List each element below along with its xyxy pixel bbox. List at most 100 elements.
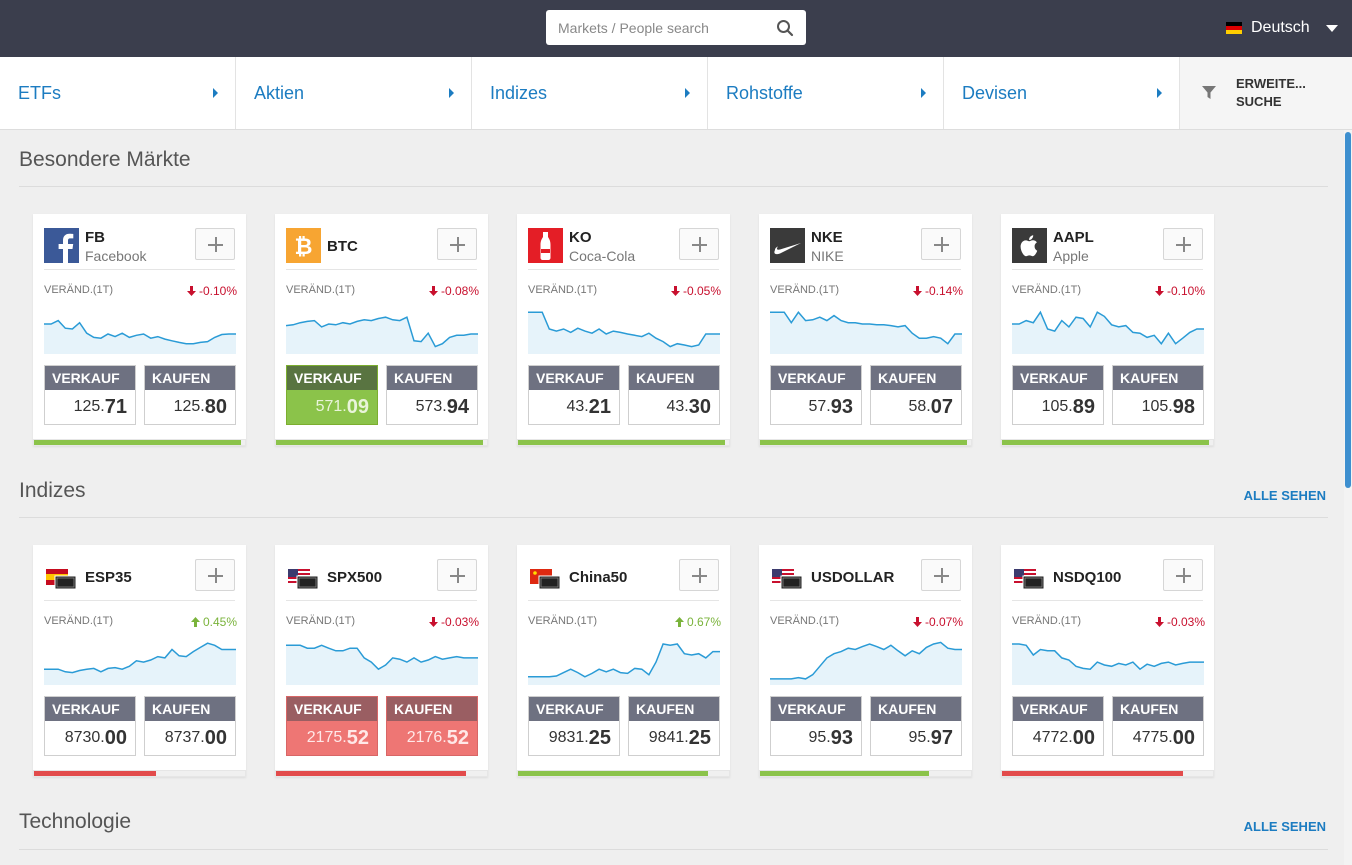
buy-button[interactable]: KAUFEN 8737. 00 (144, 696, 236, 756)
scrollbar[interactable] (1344, 130, 1352, 865)
sell-price-int: 105. (1041, 398, 1073, 415)
sparkline-chart (770, 641, 962, 685)
search-input[interactable]: Markets / People search (558, 19, 709, 36)
sparkline-line (770, 641, 962, 680)
market-card[interactable]: NKE NIKE VERÄND.(1T) -0.14% VERKAUF 57. 9… (759, 214, 972, 446)
buy-label: KAUFEN (387, 697, 477, 721)
buy-button[interactable]: KAUFEN 2176. 52 (386, 696, 478, 756)
instrument-symbol[interactable]: AAPL (1053, 229, 1094, 246)
sentiment-fill (34, 771, 157, 776)
change-percent: 0.67% (686, 615, 721, 629)
sparkline-line (528, 311, 720, 348)
add-to-watchlist-button[interactable] (1163, 228, 1203, 260)
sell-button[interactable]: VERKAUF 125. 71 (44, 365, 136, 425)
add-to-watchlist-button[interactable] (679, 559, 719, 591)
search-box[interactable]: Markets / People search (546, 10, 806, 45)
buy-price-int: 2176. (406, 729, 447, 746)
sell-button[interactable]: VERKAUF 57. 93 (770, 365, 862, 425)
nav-item-devisen[interactable]: Devisen (944, 57, 1180, 129)
market-card[interactable]: USDOLLAR VERÄND.(1T) -0.07% VERKAUF 95. 9… (759, 545, 972, 777)
nav-item-indizes[interactable]: Indizes (472, 57, 708, 129)
sell-price: 105. 89 (1013, 390, 1103, 424)
nav-item-rohstoffe[interactable]: Rohstoffe (708, 57, 944, 129)
add-to-watchlist-button[interactable] (1163, 559, 1203, 591)
instrument-symbol[interactable]: SPX500 (327, 569, 383, 586)
instrument-symbol[interactable]: KO (569, 229, 592, 246)
see-all-indices-link[interactable]: ALLE SEHEN (1243, 488, 1326, 503)
sparkline-area (1012, 644, 1204, 685)
sell-label: VERKAUF (45, 366, 135, 390)
add-to-watchlist-button[interactable] (195, 228, 235, 260)
arrow-down-icon (912, 286, 922, 296)
buy-button[interactable]: KAUFEN 573. 94 (386, 365, 478, 425)
sell-button[interactable]: VERKAUF 105. 89 (1012, 365, 1104, 425)
instrument-symbol[interactable]: NKE (811, 229, 843, 246)
add-to-watchlist-button[interactable] (195, 559, 235, 591)
nav-item-aktien[interactable]: Aktien (236, 57, 472, 129)
instrument-symbol[interactable]: China50 (569, 569, 628, 586)
market-card[interactable]: FB Facebook VERÄND.(1T) -0.10% VERKAUF 1… (33, 214, 246, 446)
buy-price: 4775. 00 (1113, 721, 1203, 755)
nav-item-label: Indizes (490, 82, 548, 103)
change-value: -0.14% (912, 284, 963, 298)
market-card[interactable]: ₿ BTC VERÄND.(1T) -0.08% VERKAUF 571. 09 … (275, 214, 488, 446)
sentiment-bar (275, 770, 488, 777)
sentiment-bar (33, 439, 246, 446)
language-selector[interactable]: Deutsch (1226, 17, 1338, 39)
buy-button[interactable]: KAUFEN 4775. 00 (1112, 696, 1204, 756)
search-icon[interactable] (776, 19, 794, 37)
sell-button[interactable]: VERKAUF 4772. 00 (1012, 696, 1104, 756)
market-card[interactable]: ESP35 VERÄND.(1T) 0.45% VERKAUF 8730. 00 … (33, 545, 246, 777)
advanced-search-button[interactable]: ERWEITE... SUCHE (1180, 57, 1352, 129)
change-label: VERÄND.(1T) (770, 284, 840, 296)
scrollbar-thumb[interactable] (1345, 132, 1351, 488)
instrument-symbol[interactable]: ESP35 (85, 569, 132, 586)
card-header: AAPL Apple (1012, 228, 1203, 270)
sentiment-bar (1001, 439, 1214, 446)
buy-button[interactable]: KAUFEN 95. 97 (870, 696, 962, 756)
buy-button[interactable]: KAUFEN 105. 98 (1112, 365, 1204, 425)
market-card[interactable]: AAPL Apple VERÄND.(1T) -0.10% VERKAUF 10… (1001, 214, 1214, 446)
buy-button[interactable]: KAUFEN 125. 80 (144, 365, 236, 425)
chevron-right-icon (449, 88, 454, 98)
sell-button[interactable]: VERKAUF 95. 93 (770, 696, 862, 756)
instrument-symbol[interactable]: USDOLLAR (811, 569, 895, 586)
instrument-symbol[interactable]: BTC (327, 238, 358, 255)
add-to-watchlist-button[interactable] (679, 228, 719, 260)
sell-price: 4772. 00 (1013, 721, 1103, 755)
sell-button[interactable]: VERKAUF 2175. 52 (286, 696, 378, 756)
add-to-watchlist-button[interactable] (437, 228, 477, 260)
sell-price-dec: 00 (104, 726, 127, 749)
sell-price: 9831. 25 (529, 721, 619, 755)
buy-price-dec: 80 (204, 395, 227, 418)
top-bar: Markets / People search Deutsch (0, 0, 1352, 57)
sell-button[interactable]: VERKAUF 9831. 25 (528, 696, 620, 756)
buy-price-dec: 00 (1172, 726, 1195, 749)
add-to-watchlist-button[interactable] (921, 228, 961, 260)
market-card[interactable]: NSDQ100 VERÄND.(1T) -0.03% VERKAUF 4772.… (1001, 545, 1214, 777)
chevron-right-icon (1157, 88, 1162, 98)
buy-price: 8737. 00 (145, 721, 235, 755)
sell-button[interactable]: VERKAUF 8730. 00 (44, 696, 136, 756)
sell-price-int: 57. (808, 398, 831, 415)
buy-button[interactable]: KAUFEN 9841. 25 (628, 696, 720, 756)
sell-button[interactable]: VERKAUF 43. 21 (528, 365, 620, 425)
see-all-technology-link[interactable]: ALLE SEHEN (1243, 819, 1326, 834)
buy-button[interactable]: KAUFEN 43. 30 (628, 365, 720, 425)
nav-item-etfs[interactable]: ETFs (0, 57, 236, 129)
add-to-watchlist-button[interactable] (921, 559, 961, 591)
instrument-symbol[interactable]: NSDQ100 (1053, 569, 1122, 586)
sell-label: VERKAUF (771, 697, 861, 721)
sell-button[interactable]: VERKAUF 571. 09 (286, 365, 378, 425)
change-value: 0.45% (190, 615, 237, 629)
change-percent: -0.03% (1166, 615, 1205, 629)
market-card[interactable]: SPX500 VERÄND.(1T) -0.03% VERKAUF 2175. 5… (275, 545, 488, 777)
instrument-symbol[interactable]: FB (85, 229, 105, 246)
buy-button[interactable]: KAUFEN 58. 07 (870, 365, 962, 425)
market-card[interactable]: KO Coca-Cola VERÄND.(1T) -0.05% VERKAUF … (517, 214, 730, 446)
market-card[interactable]: China50 VERÄND.(1T) 0.67% VERKAUF 9831. 2… (517, 545, 730, 777)
add-to-watchlist-button[interactable] (437, 559, 477, 591)
buy-label: KAUFEN (629, 366, 719, 390)
change-percent: 0.45% (202, 615, 237, 629)
chevron-down-icon[interactable] (1325, 24, 1338, 32)
